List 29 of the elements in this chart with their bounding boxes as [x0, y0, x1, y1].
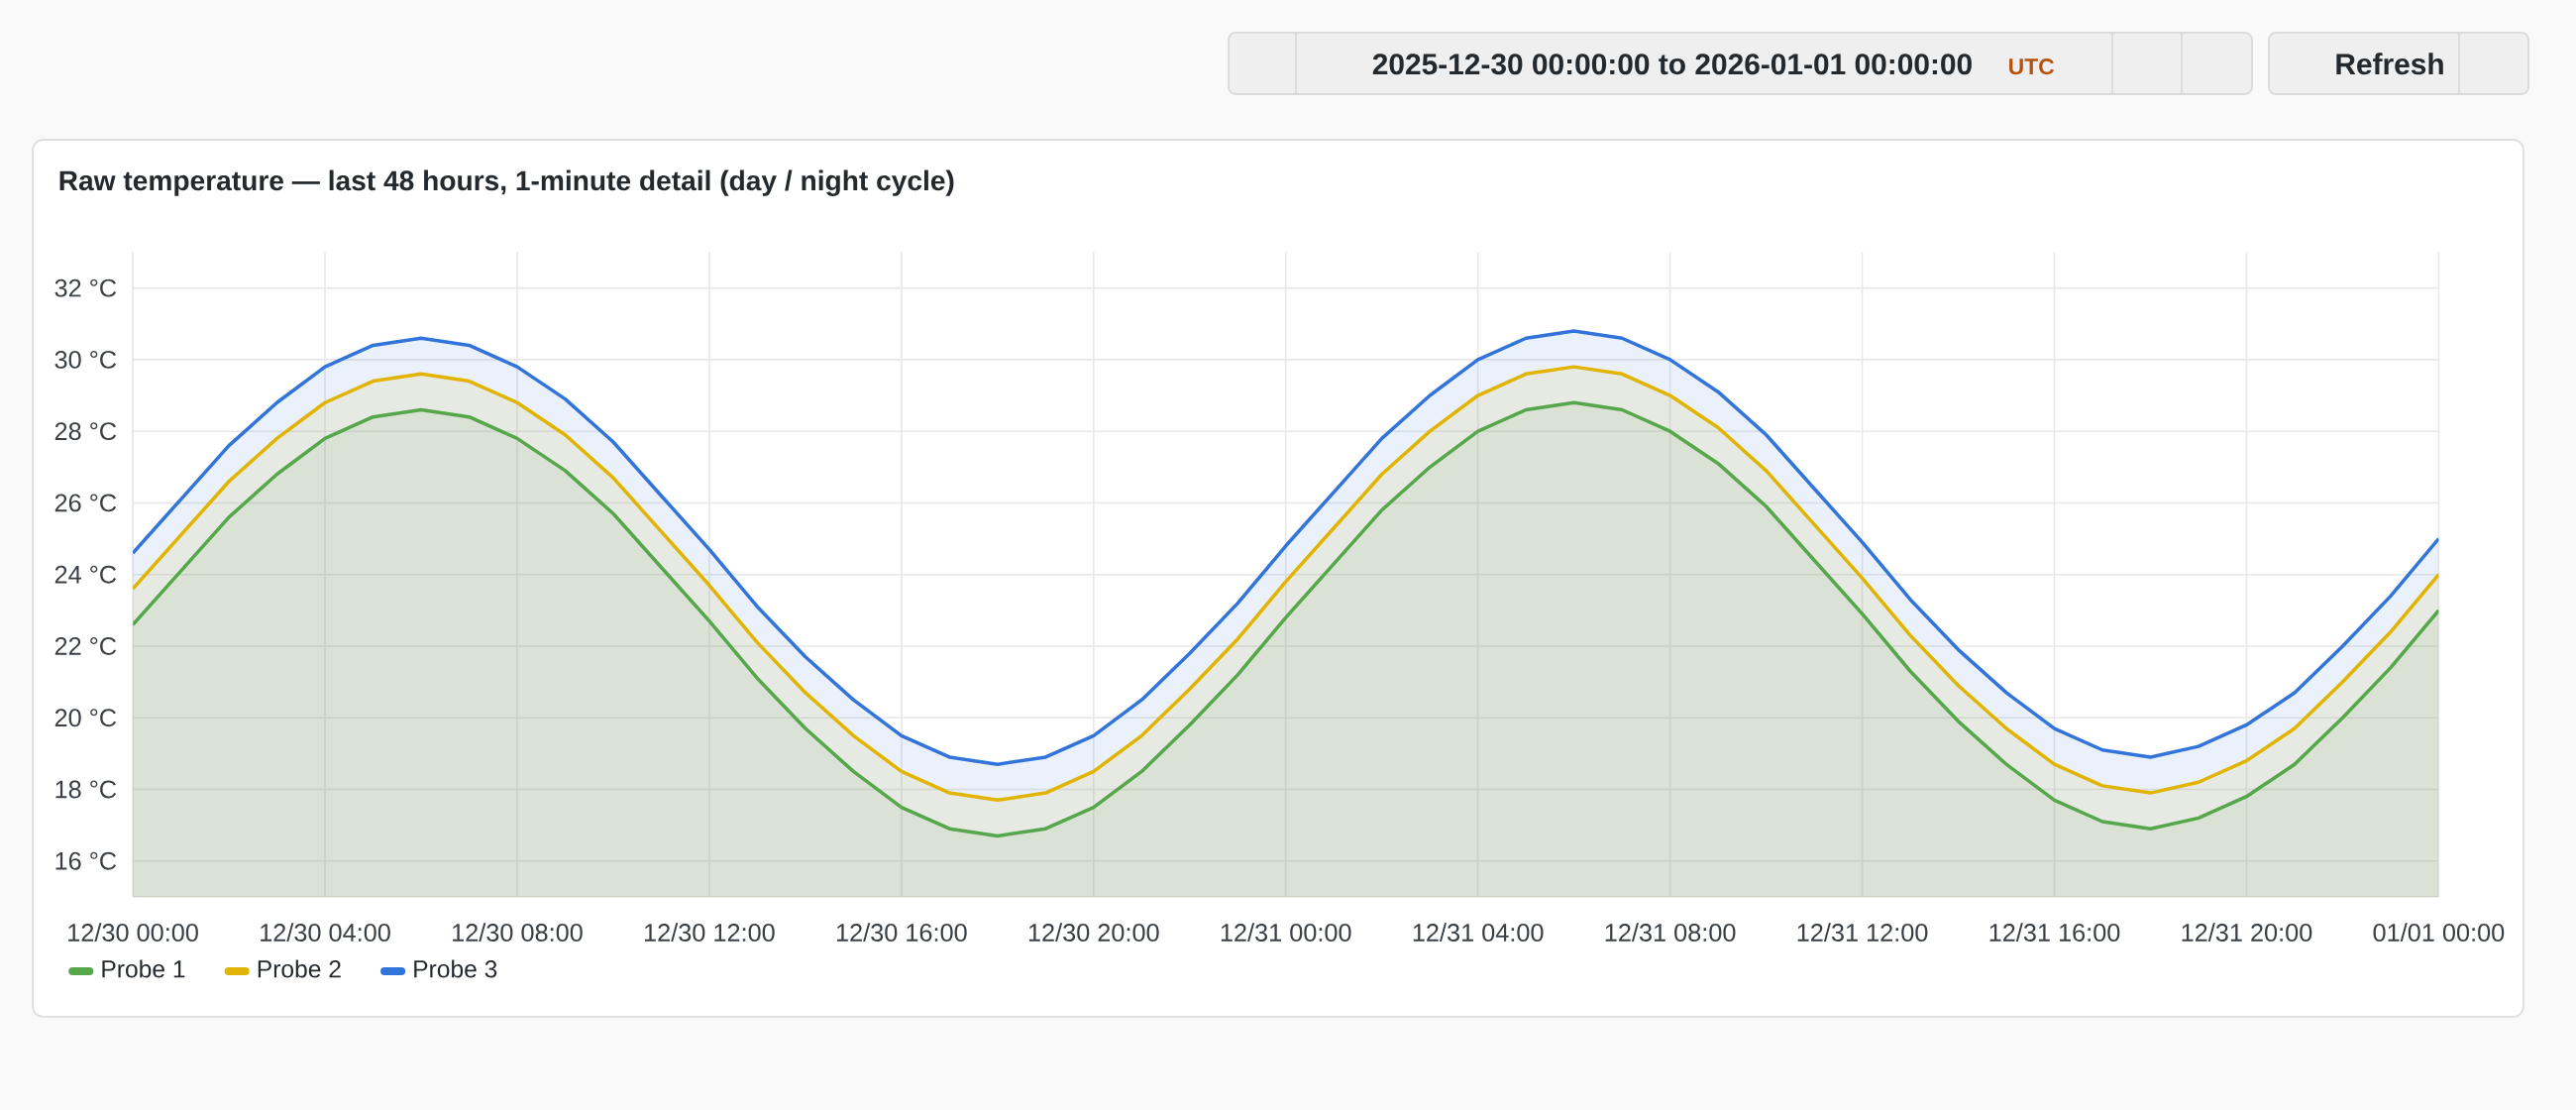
y-tick-label: 26 °C: [54, 494, 117, 512]
x-tick-label: 12/30 04:00: [261, 923, 390, 942]
x-tick-label: 12/31 16:00: [1989, 923, 2120, 942]
legend-label: Probe 3: [414, 959, 497, 978]
text: Refresh: [2336, 53, 2443, 75]
x-tick-label: 12/30 16:00: [836, 923, 967, 942]
x-tick-label: 12/31 00:00: [1221, 923, 1351, 942]
y-tick-label: 28 °C: [54, 422, 117, 441]
x-tick-label: 12/31 08:00: [1605, 923, 1736, 942]
y-tick-label: 18 °C: [55, 780, 117, 799]
y-tick-label: 32 °C: [54, 278, 117, 297]
x-tick-label: 12/30 00:00: [68, 923, 198, 942]
legend-label: Probe 1: [102, 959, 185, 978]
text: 2025-12-30 00:00:00 to 2026-01-01 00:00:00: [1372, 54, 1972, 75]
chart-title: Raw temperature — last 48 hours, 1-minute detail (day / night cycle): [59, 169, 954, 196]
x-tick-label: 12/30 12:00: [644, 923, 775, 942]
y-tick-label: 20 °C: [54, 709, 117, 727]
legend-label: Probe 2: [258, 959, 341, 978]
x-tick-label: 12/31 04:00: [1413, 923, 1544, 942]
x-tick-label: 01/01 00:00: [2373, 923, 2505, 942]
x-tick-label: 12/31 12:00: [1797, 923, 1928, 942]
x-tick-label: 12/31 20:00: [2182, 923, 2312, 942]
y-tick-label: 16 °C: [55, 851, 117, 870]
x-tick-label: 12/30 08:00: [453, 923, 583, 942]
y-tick-label: 24 °C: [54, 565, 117, 584]
y-tick-label: 22 °C: [54, 637, 117, 655]
text: UTC: [2009, 58, 2055, 75]
x-tick-label: 12/30 20:00: [1028, 923, 1159, 942]
y-tick-label: 30 °C: [54, 350, 117, 369]
